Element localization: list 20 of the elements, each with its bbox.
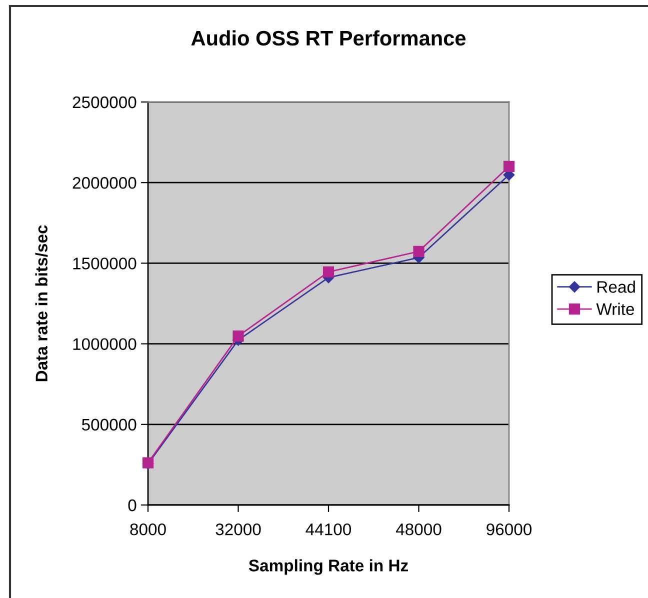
y-tick-label: 1500000 xyxy=(73,258,136,270)
x-tick-label: 96000 xyxy=(486,523,532,536)
x-tick-label: 44100 xyxy=(306,523,352,536)
y-tick-label: 2500000 xyxy=(72,96,136,108)
y-tick-label: 2000000 xyxy=(72,177,136,189)
x-tick-label: 48000 xyxy=(396,523,442,536)
point xyxy=(503,160,515,172)
y-tick-label: 500000 xyxy=(82,418,136,431)
y-axis-title: Data rate in bits/sec xyxy=(35,225,48,382)
legend-label: Read xyxy=(598,280,635,293)
x-axis-title: Sampling Rate in Hz xyxy=(248,559,408,575)
point xyxy=(322,266,334,278)
y-tick-label: 1000000 xyxy=(73,338,136,350)
x-tick-label: 32000 xyxy=(216,523,261,536)
chart-title: Audio OSS RT Performance xyxy=(191,30,466,46)
y-tick-label: 0 xyxy=(128,499,136,512)
point xyxy=(232,330,244,342)
point xyxy=(413,246,424,257)
x-tick-label: 8000 xyxy=(130,523,166,536)
legend-label: Write xyxy=(596,302,634,316)
